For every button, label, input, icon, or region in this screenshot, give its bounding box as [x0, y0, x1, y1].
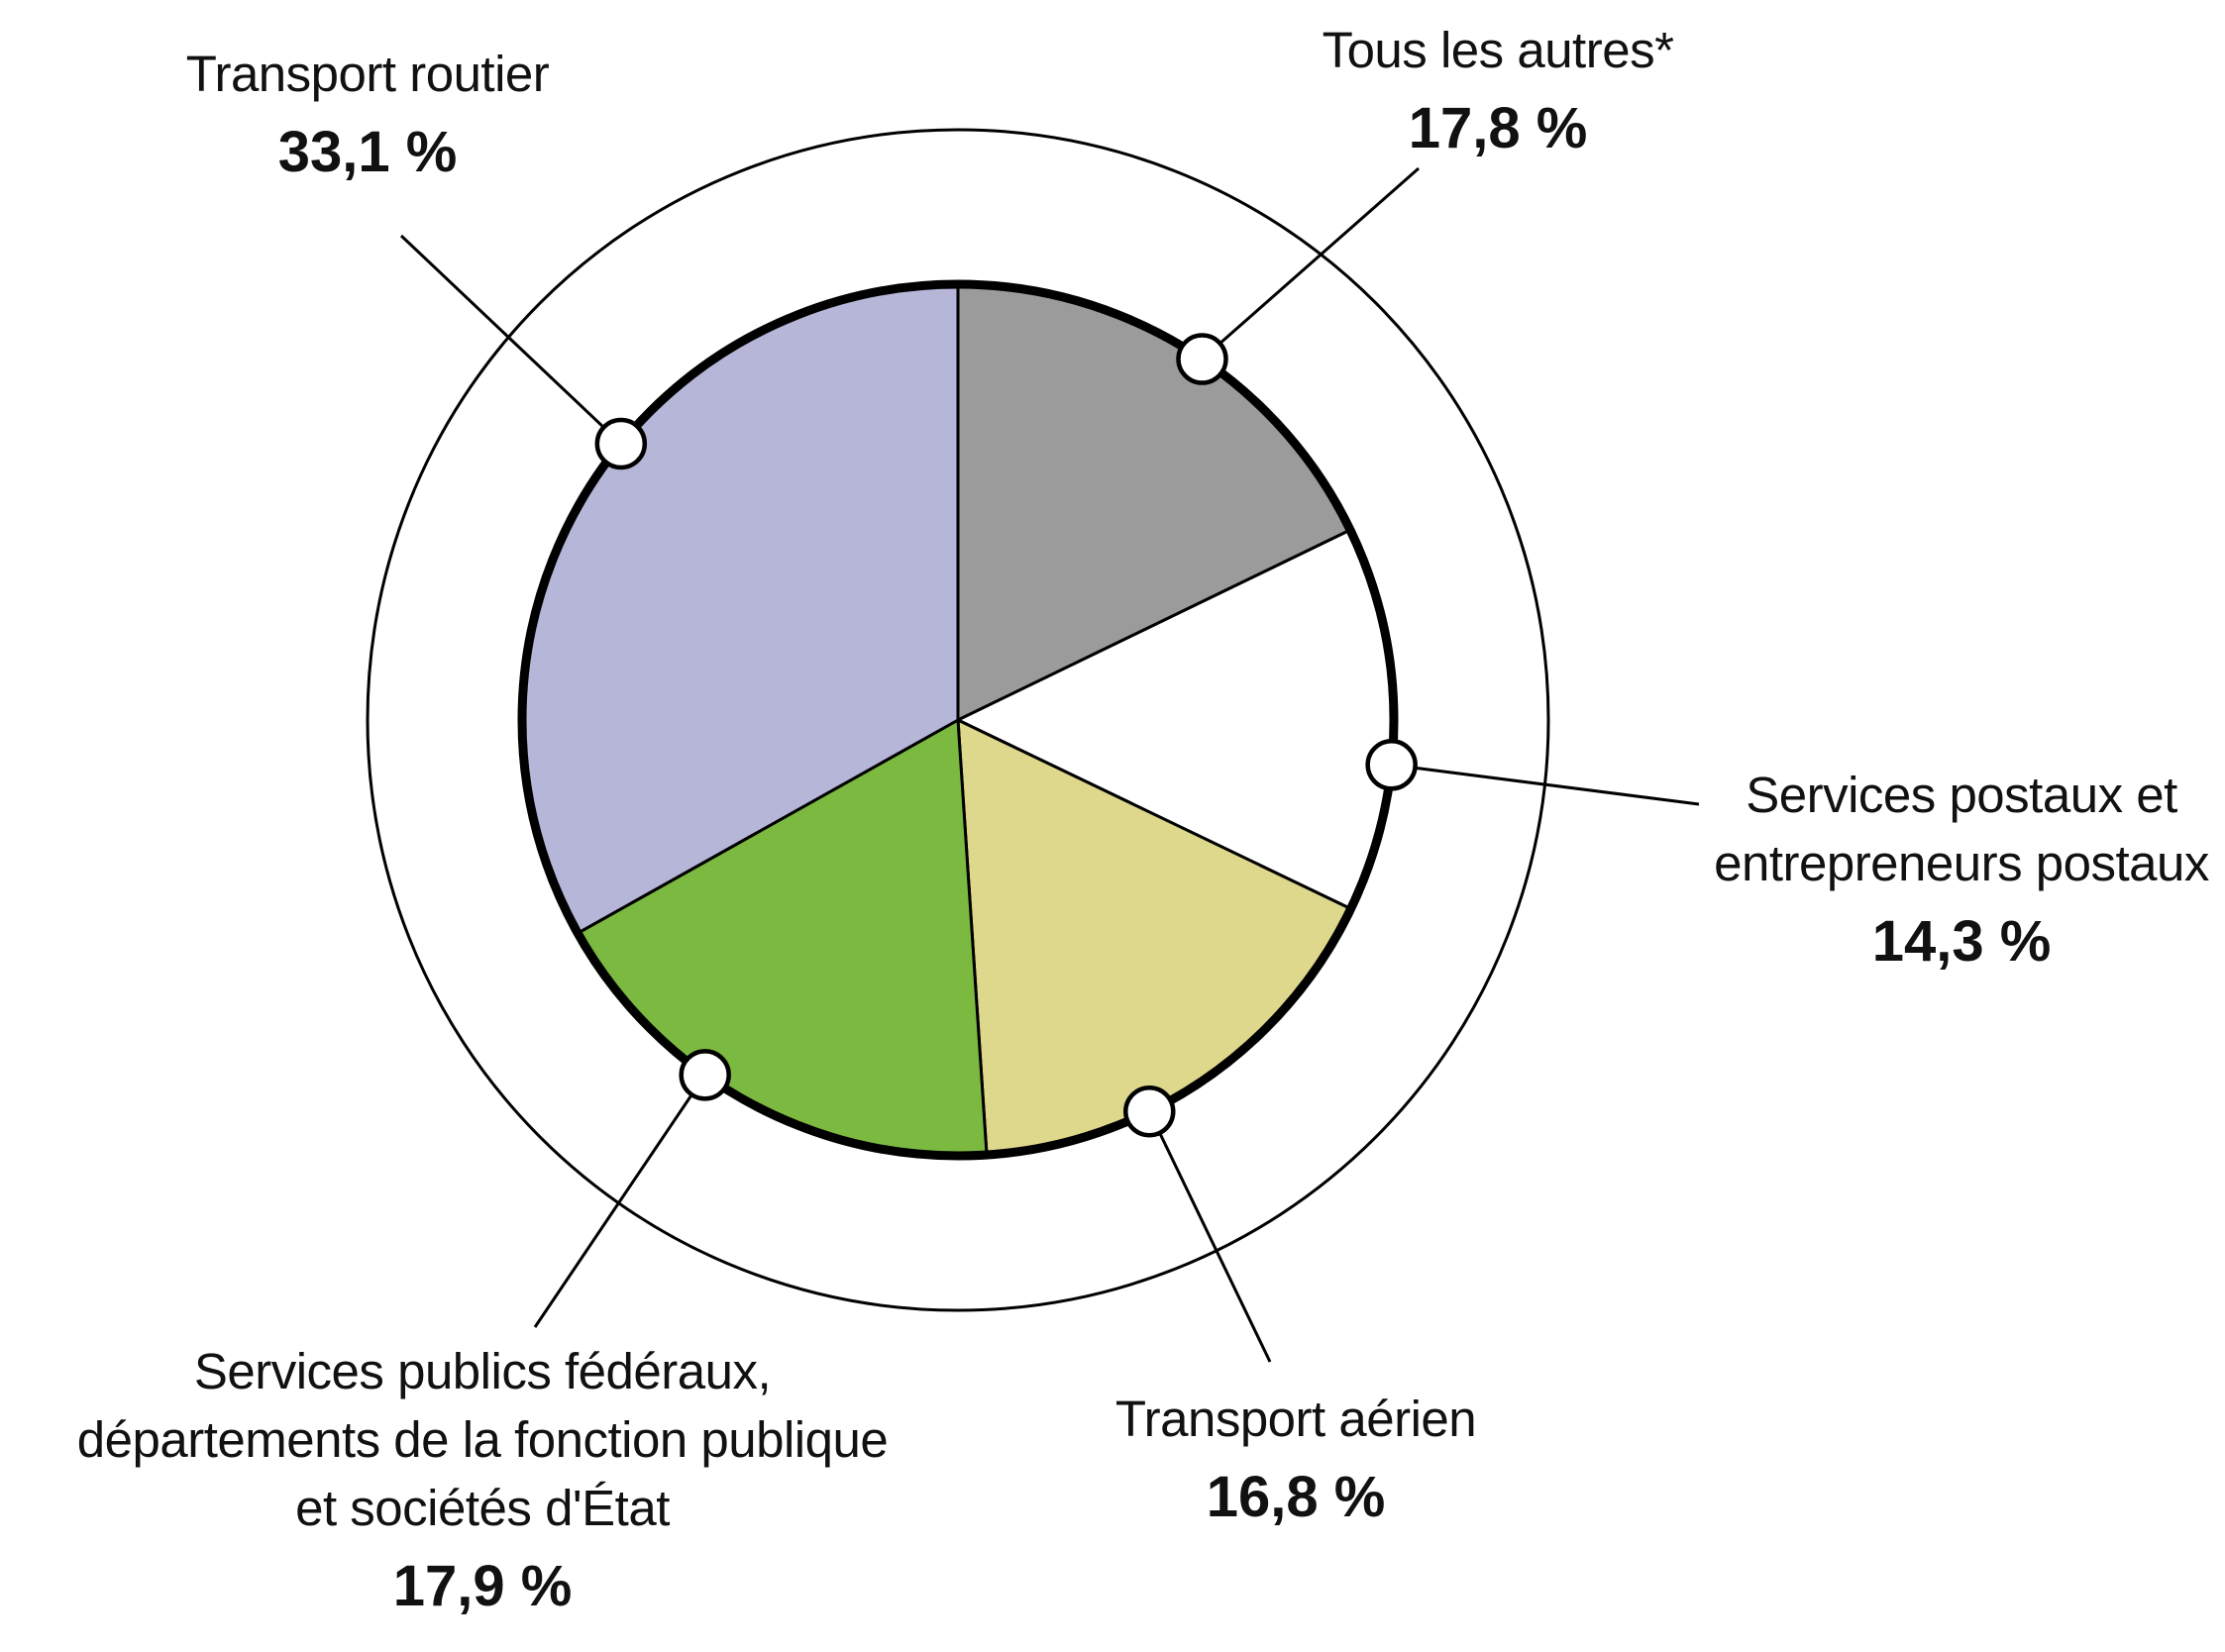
label-services-publics-federaux: Services publics fédéraux, départements …	[76, 1337, 889, 1619]
label-transport-routier: Transport routier 33,1 %	[186, 40, 550, 185]
slice-label: Services postaux et	[1746, 767, 2177, 823]
slice-value: 17,8 %	[1408, 96, 1588, 160]
leader-line-0	[1201, 166, 1420, 361]
leader-line-1	[1391, 763, 1700, 806]
connector-dot-0	[1176, 333, 1228, 385]
leader-line-4	[399, 234, 622, 446]
leader-line-3	[533, 1074, 706, 1328]
label-tous-les-autres: Tous les autres* 17,8 %	[1323, 16, 1674, 161]
slice-label: entrepreneurs postaux	[1714, 835, 2209, 891]
slice-label: Transport routier	[185, 46, 550, 102]
slice-value: 16,8 %	[1206, 1465, 1386, 1529]
connector-dot-3	[679, 1049, 731, 1101]
outer-ring-circle	[366, 128, 1550, 1312]
leader-line-2	[1147, 1110, 1272, 1363]
connector-dot-1	[1365, 739, 1418, 791]
label-services-postaux: Services postaux et entrepreneurs postau…	[1714, 761, 2209, 975]
slice-value: 14,3 %	[1871, 909, 2052, 974]
slice-label: Services publics fédéraux,	[193, 1343, 772, 1399]
slice-label: Transport aérien	[1114, 1391, 1477, 1447]
slice-label: et sociétés d'État	[295, 1480, 670, 1536]
slice-value: 33,1 %	[277, 120, 458, 184]
connector-dot-2	[1123, 1085, 1176, 1138]
slice-label: départements de la fonction publique	[76, 1411, 889, 1468]
pie-rim	[517, 279, 1399, 1161]
connector-dot-4	[594, 417, 648, 470]
label-transport-aerien: Transport aérien 16,8 %	[1114, 1385, 1477, 1530]
slice-label: Tous les autres*	[1322, 22, 1674, 78]
slice-value: 17,9 %	[392, 1554, 573, 1618]
